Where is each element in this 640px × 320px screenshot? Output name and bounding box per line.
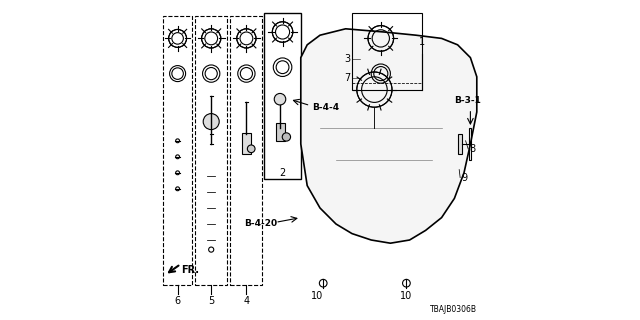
Circle shape	[247, 145, 255, 153]
Text: 7: 7	[344, 73, 351, 84]
Text: 10: 10	[310, 291, 323, 301]
Circle shape	[175, 155, 179, 159]
PathPatch shape	[301, 29, 477, 243]
Bar	[458, 134, 463, 154]
Bar	[264, 13, 301, 179]
Circle shape	[204, 114, 219, 130]
Text: 5: 5	[208, 296, 214, 306]
Circle shape	[275, 93, 285, 105]
Bar	[352, 13, 422, 90]
Text: 1: 1	[419, 36, 426, 47]
Text: TBAJB0306B: TBAJB0306B	[430, 305, 477, 314]
Text: 9: 9	[462, 172, 468, 183]
Circle shape	[175, 171, 179, 175]
Text: B-4-20: B-4-20	[244, 220, 277, 228]
Circle shape	[175, 187, 179, 191]
Text: B-4-4: B-4-4	[312, 103, 339, 112]
Bar	[163, 16, 192, 285]
Bar	[276, 123, 285, 141]
Text: 3: 3	[344, 54, 351, 64]
Circle shape	[282, 133, 291, 141]
Text: 8: 8	[470, 144, 476, 154]
Text: FR.: FR.	[181, 265, 199, 276]
Bar	[242, 133, 251, 154]
Text: 6: 6	[175, 296, 180, 306]
Text: 4: 4	[243, 296, 250, 306]
Circle shape	[175, 139, 179, 143]
Bar	[468, 128, 471, 160]
Text: 2: 2	[280, 168, 285, 178]
Text: 10: 10	[400, 291, 413, 301]
Bar	[195, 16, 227, 285]
Bar	[230, 16, 262, 285]
Text: B-3-1: B-3-1	[454, 96, 481, 105]
